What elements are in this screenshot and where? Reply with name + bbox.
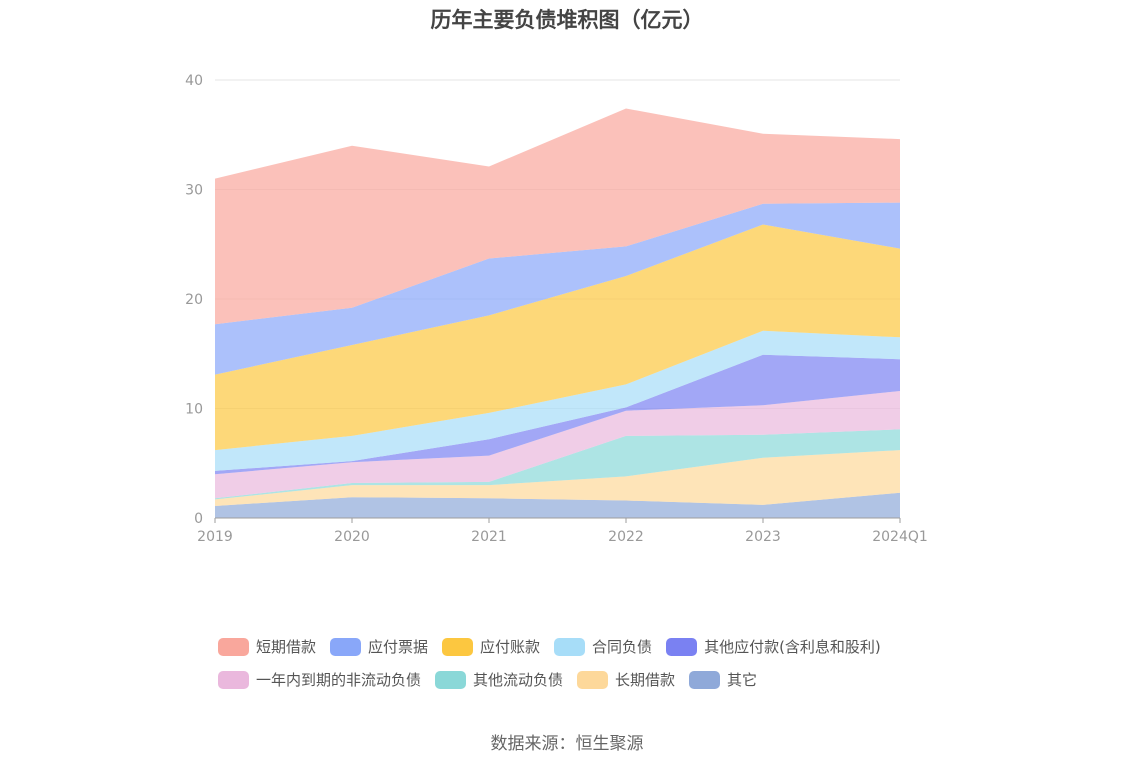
area-series-7 (215, 202, 900, 375)
area-series-0 (215, 492, 900, 518)
legend-label: 应付账款 (480, 638, 541, 656)
legend-label: 应付票据 (368, 638, 429, 656)
legend-label: 短期借款 (256, 638, 317, 656)
source-note: 数据来源：恒生聚源 (490, 734, 644, 754)
area-series-6 (215, 224, 900, 451)
legend-item[interactable]: 应付账款 (442, 636, 540, 657)
y-tick-label: 10 (185, 402, 203, 418)
legend-item[interactable]: 应付票据 (330, 636, 428, 657)
legend-row: 短期借款 应付票据 应付账款 合同负债 其他应付款(含利息和股利) (218, 630, 938, 663)
axes: 0 10 20 30 40 2019 2020 2021 2022 2023 2024Q1 (185, 73, 928, 545)
area-series-4 (215, 354, 900, 475)
legend-swatch (442, 637, 474, 656)
legend-swatch (330, 637, 362, 656)
chart-legend: 短期借款 应付票据 应付账款 合同负债 其他应付款(含利息和股利) 一年内到期的非流动负债… (218, 630, 938, 696)
area-series-5 (215, 330, 900, 471)
legend-label: 其它 (727, 671, 758, 689)
legend-swatch (577, 670, 609, 689)
y-tick-label: 20 (185, 292, 203, 308)
y-tick-label: 40 (185, 73, 203, 89)
legend-swatch (554, 637, 586, 656)
legend-label: 其他流动负债 (473, 671, 564, 689)
legend-item[interactable]: 短期借款 (218, 636, 316, 657)
x-tick-label: 2023 (745, 529, 781, 545)
x-tick-label: 2021 (471, 529, 507, 545)
x-tick-label: 2024Q1 (872, 529, 928, 545)
legend-item[interactable]: 其他流动负债 (435, 669, 563, 690)
legend-item[interactable]: 其它 (689, 669, 757, 690)
legend-item[interactable]: 其他应付款(含利息和股利) (666, 636, 881, 657)
area-series-8 (215, 108, 900, 325)
x-tick-label: 2020 (334, 529, 370, 545)
legend-row: 一年内到期的非流动负债 其他流动负债 长期借款 其它 (218, 663, 938, 696)
legend-swatch (218, 670, 249, 689)
legend-item[interactable]: 长期借款 (577, 669, 675, 690)
legend-swatch (435, 670, 467, 689)
legend-swatch (218, 637, 249, 656)
area-series-1 (215, 450, 900, 506)
y-tick-label: 30 (185, 183, 203, 199)
legend-label: 其他应付款(含利息和股利) (704, 638, 881, 656)
legend-label: 长期借款 (615, 671, 676, 689)
legend-item[interactable]: 一年内到期的非流动负债 (218, 669, 421, 690)
legend-label: 合同负债 (592, 638, 653, 656)
area-series-3 (215, 391, 900, 499)
y-tick-label: 0 (194, 511, 203, 527)
legend-label: 一年内到期的非流动负债 (256, 671, 422, 689)
area-series-layer (215, 108, 900, 518)
area-series-2 (215, 429, 900, 500)
legend-swatch (666, 637, 698, 656)
chart-title: 历年主要负债堆积图（亿元） (430, 8, 704, 32)
legend-swatch (689, 670, 721, 689)
x-tick-label: 2022 (608, 529, 644, 545)
legend-item[interactable]: 合同负债 (554, 636, 652, 657)
x-tick-label: 2019 (197, 529, 233, 545)
